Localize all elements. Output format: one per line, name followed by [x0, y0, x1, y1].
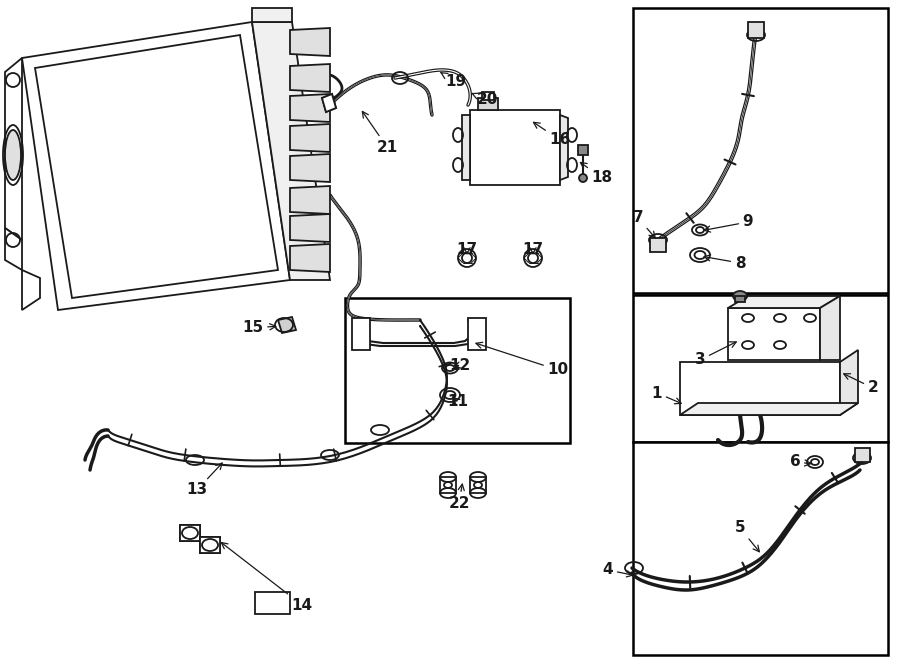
Text: 10: 10	[476, 342, 569, 377]
Text: 11: 11	[447, 395, 469, 410]
Bar	[345, 298, 570, 443]
Polygon shape	[278, 317, 296, 333]
Text: 7: 7	[633, 210, 655, 238]
Polygon shape	[180, 525, 200, 541]
Polygon shape	[440, 477, 456, 493]
Polygon shape	[820, 296, 840, 360]
Text: 6: 6	[789, 455, 811, 469]
Text: 17: 17	[456, 243, 478, 258]
Bar	[633, 8, 888, 293]
Text: 8: 8	[704, 254, 745, 270]
Polygon shape	[855, 448, 870, 462]
Bar	[633, 442, 888, 655]
Text: 14: 14	[221, 543, 312, 613]
Ellipse shape	[5, 130, 21, 180]
Polygon shape	[290, 186, 330, 214]
Text: 22: 22	[448, 484, 470, 510]
Ellipse shape	[579, 174, 587, 182]
Polygon shape	[728, 296, 840, 308]
Polygon shape	[352, 318, 370, 350]
Polygon shape	[322, 94, 336, 112]
Polygon shape	[290, 124, 330, 152]
Polygon shape	[35, 35, 278, 298]
Polygon shape	[462, 115, 470, 180]
Polygon shape	[470, 110, 560, 185]
Polygon shape	[290, 64, 330, 92]
Polygon shape	[290, 94, 330, 122]
Text: 21: 21	[363, 112, 398, 155]
Polygon shape	[290, 244, 330, 272]
Polygon shape	[290, 214, 330, 242]
Text: 13: 13	[186, 463, 222, 498]
Text: 19: 19	[441, 73, 466, 89]
Ellipse shape	[733, 291, 747, 301]
Text: 16: 16	[534, 122, 571, 147]
Polygon shape	[468, 318, 486, 350]
Text: 4: 4	[603, 563, 633, 578]
Polygon shape	[200, 537, 220, 553]
Polygon shape	[728, 308, 820, 360]
Polygon shape	[680, 362, 840, 415]
Polygon shape	[840, 350, 858, 415]
Polygon shape	[735, 296, 745, 302]
Polygon shape	[322, 94, 336, 112]
Polygon shape	[5, 58, 22, 240]
Polygon shape	[290, 154, 330, 182]
Bar	[633, 295, 888, 442]
Polygon shape	[22, 270, 40, 310]
Polygon shape	[650, 238, 666, 252]
Polygon shape	[478, 98, 498, 110]
Polygon shape	[578, 145, 588, 155]
Polygon shape	[252, 8, 292, 22]
Text: 3: 3	[695, 342, 736, 368]
Polygon shape	[748, 22, 764, 38]
Text: 2: 2	[844, 373, 878, 395]
Text: 20: 20	[472, 93, 498, 108]
Text: 5: 5	[734, 520, 760, 552]
Polygon shape	[470, 477, 486, 493]
Text: 18: 18	[580, 163, 613, 186]
Polygon shape	[482, 92, 494, 100]
Text: 9: 9	[704, 215, 753, 232]
Bar	[255, 592, 290, 614]
Text: 17: 17	[522, 243, 544, 258]
Polygon shape	[560, 115, 568, 180]
Polygon shape	[22, 22, 290, 310]
Polygon shape	[200, 537, 220, 553]
Text: 15: 15	[242, 321, 275, 336]
Polygon shape	[290, 28, 330, 56]
Polygon shape	[252, 22, 330, 280]
Polygon shape	[5, 228, 22, 270]
Polygon shape	[180, 525, 200, 541]
Text: 12: 12	[449, 358, 471, 373]
Text: 1: 1	[652, 385, 681, 404]
Polygon shape	[680, 403, 858, 415]
